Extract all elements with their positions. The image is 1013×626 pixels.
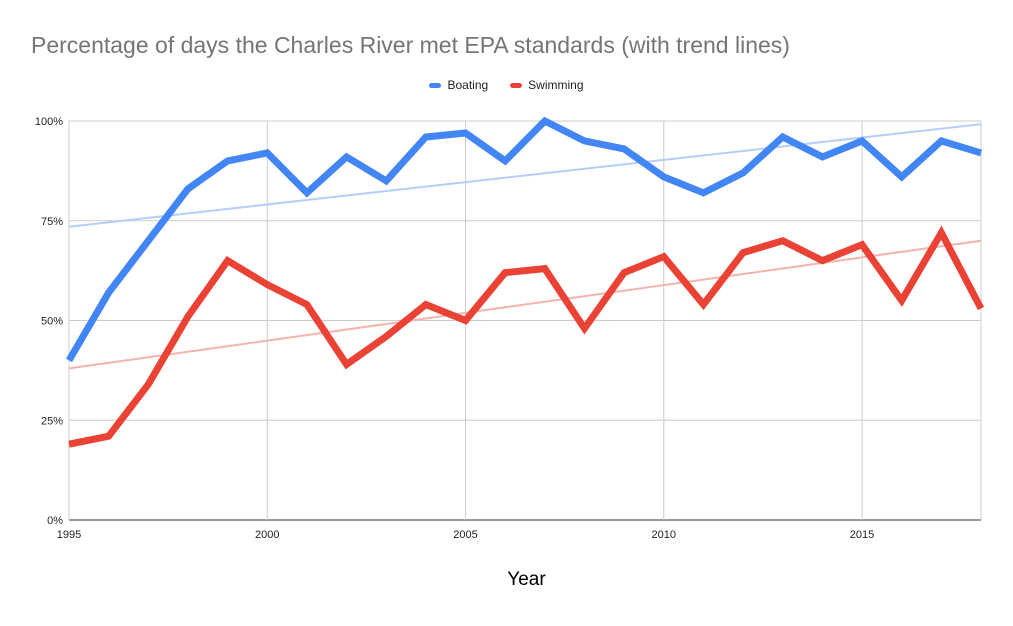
series-line-boating bbox=[65, 116, 983, 363]
y-tick-label: 50% bbox=[41, 316, 63, 328]
trend-line-boating bbox=[68, 123, 982, 228]
legend-label-swimming: Swimming bbox=[528, 78, 584, 92]
x-tick-label: 1995 bbox=[57, 529, 81, 541]
x-tick-label: 2015 bbox=[850, 529, 874, 541]
y-tick-label: 100% bbox=[35, 116, 63, 128]
legend-item-boating: Boating bbox=[429, 78, 488, 92]
chart-title: Percentage of days the Charles River met… bbox=[31, 32, 790, 58]
chart-legend: Boating Swimming bbox=[0, 78, 1013, 92]
legend-swatch-boating bbox=[429, 82, 442, 88]
trend-line-swimming bbox=[68, 239, 982, 370]
legend-label-boating: Boating bbox=[447, 78, 489, 92]
x-axis-label: Year bbox=[507, 569, 546, 590]
legend-item-swimming: Swimming bbox=[510, 78, 584, 92]
y-tick-label: 0% bbox=[47, 515, 63, 527]
x-tick-label: 2010 bbox=[652, 529, 676, 541]
legend-swatch-swimming bbox=[510, 82, 523, 88]
y-tick-label: 75% bbox=[41, 216, 63, 228]
x-tick-label: 2000 bbox=[255, 529, 279, 541]
series-line-swimming bbox=[68, 225, 985, 448]
x-tick-label: 2005 bbox=[453, 529, 477, 541]
y-tick-label: 25% bbox=[41, 415, 63, 427]
